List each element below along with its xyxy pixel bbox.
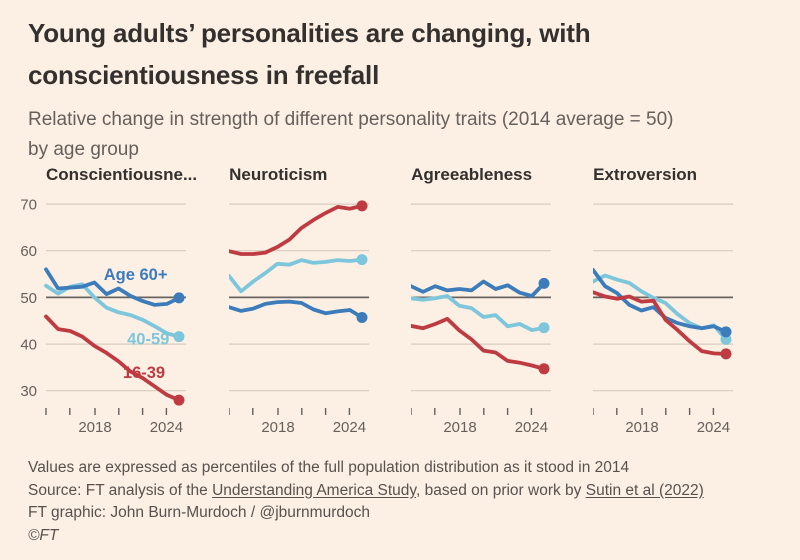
series-endpoint-age_16_39 bbox=[356, 200, 368, 212]
chart-title-conscientiousness: Conscientiousne... bbox=[46, 165, 198, 184]
footer-source-line: Source: FT analysis of the Understanding… bbox=[28, 480, 770, 503]
footer: Values are expressed as percentiles of t… bbox=[28, 457, 770, 547]
line-chart-conscientiousness: 2018 2024 70 60 50 40 30 Age 60+ 40-59 16-39 bbox=[20, 197, 186, 436]
plot-conscientiousness: 2018 2024 70 60 50 40 30 Age 60+ 40-59 16-39 bbox=[8, 191, 197, 439]
page-subtitle: Relative change in strength of different… bbox=[28, 105, 770, 165]
panel-agreeableness: Agreeableness 2018 2024 bbox=[411, 165, 561, 439]
series-endpoint-age_16_39 bbox=[720, 348, 732, 360]
page-title-line-2: conscientiousness in freefall bbox=[28, 60, 380, 90]
source-link-understanding-america-study[interactable]: Understanding America Study bbox=[212, 481, 416, 499]
x-axis-label-2024: 2024 bbox=[515, 419, 548, 436]
line-chart-agreeableness: 2018 2024 bbox=[411, 203, 552, 436]
footer-notes: Values are expressed as percentiles of t… bbox=[28, 459, 630, 476]
x-axis-label-2018: 2018 bbox=[78, 419, 111, 436]
series-endpoint-age_16_39 bbox=[538, 363, 550, 375]
series-line-age_60_plus bbox=[44, 267, 181, 307]
series-endpoint-age_40_59 bbox=[538, 322, 550, 334]
page-subtitle-line-2: by age group bbox=[28, 139, 139, 160]
line-chart-neuroticism: 2018 2024 bbox=[229, 200, 370, 436]
plot-agreeableness: 2018 2024 bbox=[411, 191, 561, 439]
y-axis-label-40: 40 bbox=[20, 337, 37, 354]
panel-neuroticism: Neuroticism 2018 2024 bbox=[229, 165, 379, 439]
x-axis-label-2024: 2024 bbox=[333, 419, 366, 436]
series-line-age_40_59 bbox=[411, 294, 547, 333]
footer-source-prefix: Source: FT analysis of the bbox=[28, 481, 213, 499]
plot-extroversion: 2018 2024 bbox=[593, 191, 743, 439]
page-title-line-1: Young adults’ personalities are changing… bbox=[28, 18, 591, 48]
series-line-age_16_39 bbox=[411, 317, 547, 371]
series-line-age_60_plus bbox=[411, 279, 547, 298]
series-endpoint-age_16_39 bbox=[173, 394, 185, 406]
y-axis-label-30: 30 bbox=[20, 383, 37, 400]
series-endpoint-age_60_plus bbox=[173, 292, 185, 304]
series-endpoint-age_60_plus bbox=[356, 312, 368, 323]
footer-credit: FT graphic: John Burn-Murdoch / @jburnmu… bbox=[28, 504, 370, 521]
series-label-age_16_39: 16-39 bbox=[123, 364, 165, 382]
x-axis-label-2018: 2018 bbox=[443, 419, 476, 436]
plot-neuroticism: 2018 2024 bbox=[229, 191, 379, 439]
series-label-age_60_plus: Age 60+ bbox=[104, 266, 168, 284]
x-axis-label-2024: 2024 bbox=[150, 419, 183, 436]
line-chart-extroversion: 2018 2024 bbox=[593, 203, 734, 436]
chart-title-extroversion: Extroversion bbox=[593, 165, 698, 184]
page-title: Young adults’ personalities are changing… bbox=[28, 12, 770, 96]
x-axis-label-2018: 2018 bbox=[625, 419, 658, 436]
series-line-age_16_39 bbox=[593, 290, 729, 356]
source-link-sutin-et-al[interactable]: Sutin et al (2022) bbox=[585, 481, 704, 499]
series-endpoint-age_40_59 bbox=[173, 331, 185, 343]
footer-source-mid: , based on prior work by bbox=[416, 481, 586, 499]
panel-conscientiousness: Conscientiousne... 2018 2024 70 60 50 40 30 Age… bbox=[8, 165, 197, 439]
header: Young adults’ personalities are changing… bbox=[0, 0, 800, 165]
x-axis-label-2024: 2024 bbox=[697, 419, 730, 436]
page-subtitle-line-1: Relative change in strength of different… bbox=[28, 109, 674, 130]
chart-title-neuroticism: Neuroticism bbox=[229, 165, 328, 184]
series-endpoint-age_60_plus bbox=[720, 326, 732, 338]
series-endpoint-age_40_59 bbox=[356, 254, 368, 266]
series-line-age_16_39 bbox=[229, 203, 365, 256]
series-endpoint-age_60_plus bbox=[538, 277, 550, 289]
y-axis-label-50: 50 bbox=[20, 290, 37, 307]
charts-row: Conscientiousne... 2018 2024 70 60 50 40 30 Age… bbox=[8, 165, 800, 439]
chart-title-agreeableness: Agreeableness bbox=[411, 165, 533, 184]
series-line-age_16_39 bbox=[44, 314, 181, 403]
y-axis-label-60: 60 bbox=[20, 243, 37, 260]
series-line-age_40_59 bbox=[229, 257, 365, 294]
series-line-age_60_plus bbox=[229, 299, 365, 320]
footer-copyright: ©FT bbox=[28, 526, 59, 544]
y-axis-label-70: 70 bbox=[20, 197, 37, 214]
panel-extroversion: Extroversion 2018 2024 bbox=[593, 165, 743, 439]
series-label-age_40_59: 40-59 bbox=[127, 331, 169, 349]
x-axis-label-2018: 2018 bbox=[261, 419, 294, 436]
